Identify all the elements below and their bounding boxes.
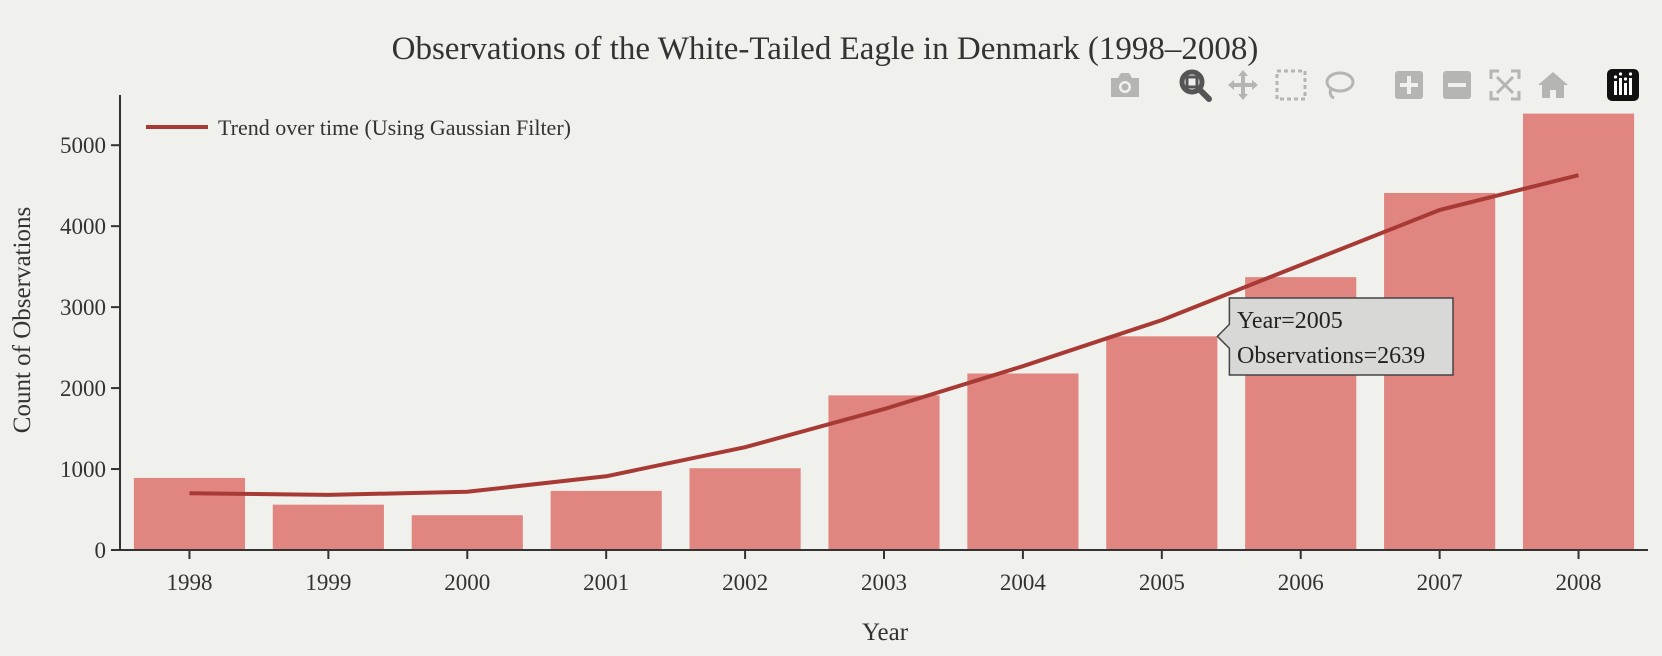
- x-tick-label: 2004: [1000, 570, 1047, 595]
- chart-title: Observations of the White-Tailed Eagle i…: [392, 31, 1259, 67]
- bar-2002[interactable]: [689, 468, 801, 550]
- zoom-icon[interactable]: [1175, 65, 1215, 105]
- x-tick-label: 2007: [1417, 570, 1463, 595]
- home-icon[interactable]: [1533, 65, 1573, 105]
- x-tick-label: 2003: [861, 570, 907, 595]
- y-tick-label: 5000: [60, 133, 106, 158]
- hover-tooltip: Year=2005 Observations=2639: [1216, 297, 1454, 376]
- y-tick-label: 2000: [60, 376, 106, 401]
- y-axis-title: Count of Observations: [9, 207, 36, 433]
- x-tick-label: 2000: [444, 570, 490, 595]
- zoom-out-icon[interactable]: [1437, 65, 1477, 105]
- tooltip-line-1: Year=2005: [1237, 308, 1343, 334]
- x-axis-title: Year: [862, 619, 909, 646]
- autoscale-icon[interactable]: [1485, 65, 1525, 105]
- bar-1999[interactable]: [272, 504, 384, 550]
- tooltip-box: [1216, 297, 1454, 376]
- trend-line-group: [189, 173, 1579, 497]
- bar-2001[interactable]: [550, 490, 662, 550]
- x-tick-label: 2001: [583, 570, 629, 595]
- bar-2000[interactable]: [411, 515, 523, 550]
- trend-line[interactable]: [189, 173, 1579, 497]
- plotly-logo-icon[interactable]: [1603, 65, 1643, 105]
- y-tick-label: 4000: [60, 214, 106, 239]
- y-tick-label: 1000: [60, 457, 106, 482]
- x-tick-label: 2006: [1278, 570, 1324, 595]
- tooltip-line-2: Observations=2639: [1237, 343, 1425, 369]
- bar-1998[interactable]: [133, 477, 246, 550]
- pan-icon[interactable]: [1223, 65, 1263, 105]
- x-tick-label: 1999: [305, 570, 351, 595]
- axes-group: 1998 1999 2000 2001 2002 2003 2004 2005 2006 2007…: [60, 95, 1648, 595]
- bar-2008[interactable]: [1522, 113, 1635, 550]
- bar-2005[interactable]: [1106, 336, 1218, 550]
- x-tick-label: 2005: [1139, 570, 1185, 595]
- y-tick-label: 3000: [60, 295, 106, 320]
- lasso-icon[interactable]: [1319, 65, 1359, 105]
- legend-label: Trend over time (Using Gaussian Filter): [218, 115, 571, 140]
- x-tick-label: 1998: [166, 570, 212, 595]
- x-tick-label: 2008: [1556, 570, 1602, 595]
- y-tick-label: 0: [95, 538, 107, 563]
- bar-2004[interactable]: [967, 373, 1079, 550]
- camera-icon[interactable]: [1105, 65, 1145, 105]
- modebar: [1105, 62, 1651, 108]
- legend[interactable]: Trend over time (Using Gaussian Filter): [146, 115, 571, 140]
- x-tick-label: 2002: [722, 570, 768, 595]
- zoom-in-icon[interactable]: [1389, 65, 1429, 105]
- box-select-icon[interactable]: [1271, 65, 1311, 105]
